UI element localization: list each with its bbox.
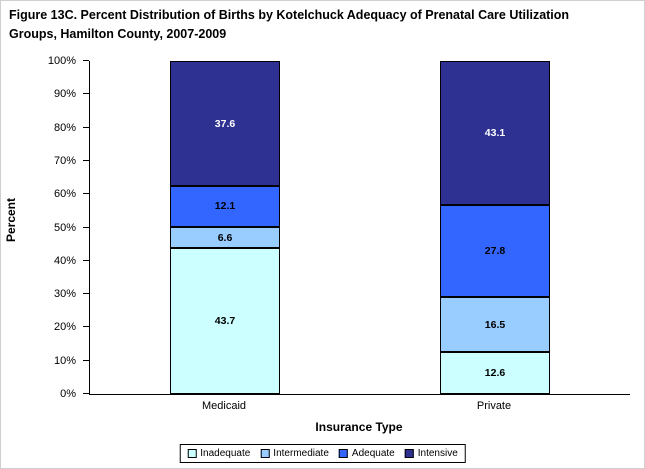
y-tick-label: 10%: [53, 354, 76, 367]
bar-segment-intermediate: 6.6: [170, 226, 280, 249]
y-tick-mark: [83, 60, 89, 61]
segment-value-label: 12.6: [484, 367, 506, 380]
y-tick-mark: [83, 93, 89, 95]
y-tick-label: 50%: [53, 221, 76, 234]
x-axis-ticks: Medicaid Private: [89, 400, 629, 412]
legend-label: Intermediate: [273, 448, 329, 459]
y-tick-mark: [83, 326, 89, 328]
y-axis: 0% 10% 20% 30% 40% 50% 60% 70% 80% 90% 100%: [1, 55, 89, 400]
segment-value-label: 43.1: [484, 126, 506, 139]
stacked-bar-private: 12.6 16.5 27.8 43.1: [440, 61, 550, 394]
chart-title-line2: Groups, Hamilton County, 2007-2009: [9, 26, 227, 41]
segment-value-label: 12.1: [214, 200, 236, 213]
bar-segment-adequate: 27.8: [440, 204, 550, 298]
y-tick-mark: [83, 226, 89, 228]
y-tick-mark: [83, 359, 89, 361]
y-tick-mark: [83, 126, 89, 128]
y-tick-label: 30%: [53, 288, 76, 301]
legend-label: Intensive: [417, 448, 458, 459]
legend-swatch-icon: [187, 449, 197, 458]
bar-slot-private: 12.6 16.5 27.8 43.1: [360, 61, 630, 394]
segment-value-label: 43.7: [214, 315, 236, 328]
bar-segment-inadequate: 43.7: [170, 248, 280, 394]
bar-segment-inadequate: 12.6: [440, 352, 550, 394]
segment-value-label: 16.5: [484, 318, 506, 331]
chart-title-line1: Figure 13C. Percent Distribution of Birt…: [9, 8, 570, 22]
bar-slot-medicaid: 43.7 6.6 12.1 37.6: [90, 61, 360, 394]
x-tick-label-private: Private: [476, 400, 512, 412]
y-tick-label: 70%: [53, 154, 76, 167]
stacked-bar-medicaid: 43.7 6.6 12.1 37.6: [170, 61, 280, 394]
legend-swatch-icon: [260, 449, 270, 458]
segment-value-label: 6.6: [217, 231, 233, 244]
bar-segment-intermediate: 16.5: [440, 297, 550, 353]
y-tick-mark: [83, 193, 89, 195]
legend-swatch-icon: [338, 449, 348, 458]
x-tick-label-medicaid: Medicaid: [201, 400, 247, 412]
segment-value-label: 37.6: [214, 117, 236, 130]
y-tick-label: 90%: [53, 88, 76, 101]
legend-label: Adequate: [351, 448, 395, 459]
legend-item-intermediate: Intermediate: [260, 448, 329, 459]
plot-area: 43.7 6.6 12.1 37.6 12.6 16.5 27.8 43.1: [89, 61, 630, 395]
legend: Inadequate Intermediate Adequate Intensive: [179, 444, 466, 463]
legend-label: Inadequate: [200, 448, 251, 459]
segment-value-label: 27.8: [484, 244, 506, 257]
y-tick-label: 80%: [53, 121, 76, 134]
chart-title: Figure 13C. Percent Distribution of Birt…: [9, 6, 641, 44]
bar-segment-intensive: 43.1: [440, 61, 550, 205]
legend-item-inadequate: Inadequate: [187, 448, 250, 459]
y-tick-mark: [83, 293, 89, 295]
bar-segment-intensive: 37.6: [170, 61, 280, 187]
y-tick-label: 0%: [60, 388, 76, 400]
y-tick-label: 100%: [47, 55, 76, 67]
legend-item-intensive: Intensive: [404, 448, 458, 459]
y-tick-mark: [83, 393, 89, 394]
legend-swatch-icon: [404, 449, 414, 458]
legend-item-adequate: Adequate: [338, 448, 395, 459]
y-tick-label: 20%: [53, 321, 76, 334]
y-tick-mark: [83, 159, 89, 161]
y-tick-label: 60%: [53, 188, 76, 201]
bar-segment-adequate: 12.1: [170, 186, 280, 227]
x-axis-title: Insurance Type: [315, 420, 403, 434]
y-tick-mark: [83, 259, 89, 261]
y-tick-label: 40%: [53, 254, 76, 267]
